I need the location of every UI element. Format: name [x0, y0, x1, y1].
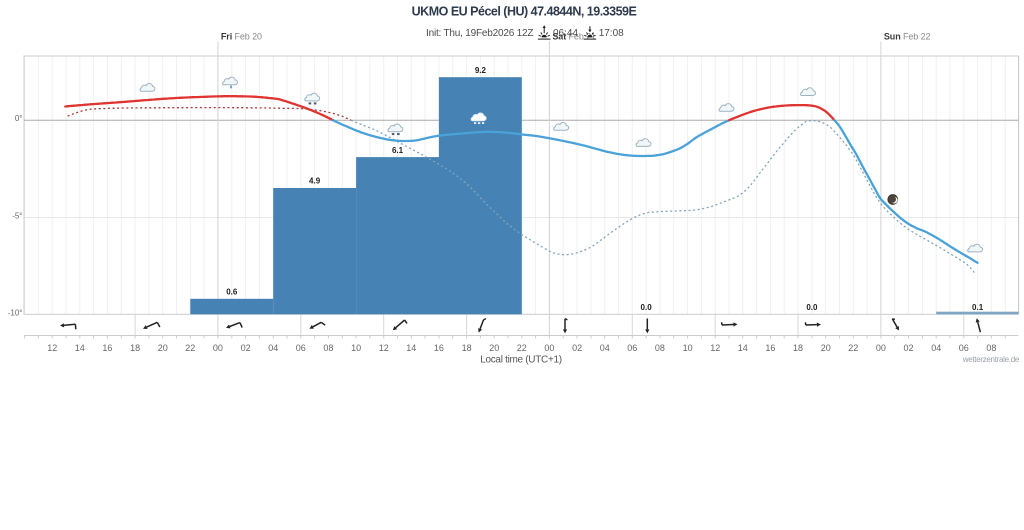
svg-text:0.0: 0.0 — [641, 303, 653, 312]
svg-text:wetterzentrale.de: wetterzentrale.de — [962, 355, 1020, 364]
svg-text:14: 14 — [406, 343, 416, 353]
svg-text:Fri Feb 20: Fri Feb 20 — [221, 32, 262, 42]
svg-text:0°: 0° — [15, 114, 23, 123]
svg-text:04: 04 — [931, 343, 941, 353]
svg-text:18: 18 — [793, 343, 803, 353]
svg-text:4.9: 4.9 — [309, 177, 321, 186]
svg-text:22: 22 — [848, 343, 858, 353]
svg-text:06: 06 — [959, 343, 969, 353]
svg-text:04: 04 — [600, 343, 610, 353]
svg-text:12: 12 — [710, 343, 720, 353]
svg-text:04: 04 — [268, 343, 278, 353]
svg-text:12: 12 — [47, 343, 57, 353]
svg-text:6.1: 6.1 — [392, 146, 404, 155]
svg-text:00: 00 — [544, 343, 554, 353]
svg-text:17:08: 17:08 — [599, 28, 624, 39]
svg-text:00: 00 — [876, 343, 886, 353]
svg-text:-10°: -10° — [8, 309, 23, 318]
svg-text:Sat Feb 21: Sat Feb 21 — [552, 32, 596, 42]
svg-text:02: 02 — [903, 343, 913, 353]
svg-text:0.6: 0.6 — [226, 288, 238, 297]
svg-text:02: 02 — [572, 343, 582, 353]
svg-text:16: 16 — [102, 343, 112, 353]
svg-text:9.2: 9.2 — [475, 66, 487, 75]
svg-text:UKMO EU Pécel (HU) 47.4844N, 1: UKMO EU Pécel (HU) 47.4844N, 19.3359E — [412, 5, 637, 19]
svg-text:06: 06 — [627, 343, 637, 353]
svg-text:08: 08 — [655, 343, 665, 353]
svg-text:0.1: 0.1 — [972, 303, 984, 312]
svg-text:22: 22 — [517, 343, 527, 353]
svg-text:06:44: 06:44 — [553, 28, 578, 39]
svg-text:16: 16 — [765, 343, 775, 353]
svg-text:16: 16 — [434, 343, 444, 353]
svg-text:18: 18 — [462, 343, 472, 353]
svg-text:02: 02 — [241, 343, 251, 353]
svg-text:20: 20 — [158, 343, 168, 353]
svg-text:Local time (UTC+1): Local time (UTC+1) — [480, 355, 562, 366]
svg-text:20: 20 — [489, 343, 499, 353]
svg-text:Sun Feb 22: Sun Feb 22 — [884, 32, 931, 42]
svg-text:Init: Thu, 19Feb2026 12Z: Init: Thu, 19Feb2026 12Z — [426, 28, 533, 39]
svg-text:00: 00 — [213, 343, 223, 353]
svg-text:10: 10 — [683, 343, 693, 353]
svg-text:08: 08 — [323, 343, 333, 353]
svg-text:14: 14 — [738, 343, 748, 353]
svg-text:10: 10 — [351, 343, 361, 353]
svg-text:18: 18 — [130, 343, 140, 353]
svg-text:14: 14 — [75, 343, 85, 353]
svg-text:20: 20 — [821, 343, 831, 353]
svg-text:22: 22 — [185, 343, 195, 353]
svg-text:06: 06 — [296, 343, 306, 353]
svg-text:-5°: -5° — [12, 211, 22, 220]
svg-text:08: 08 — [986, 343, 996, 353]
svg-text:12: 12 — [379, 343, 389, 353]
svg-text:0.0: 0.0 — [806, 303, 818, 312]
